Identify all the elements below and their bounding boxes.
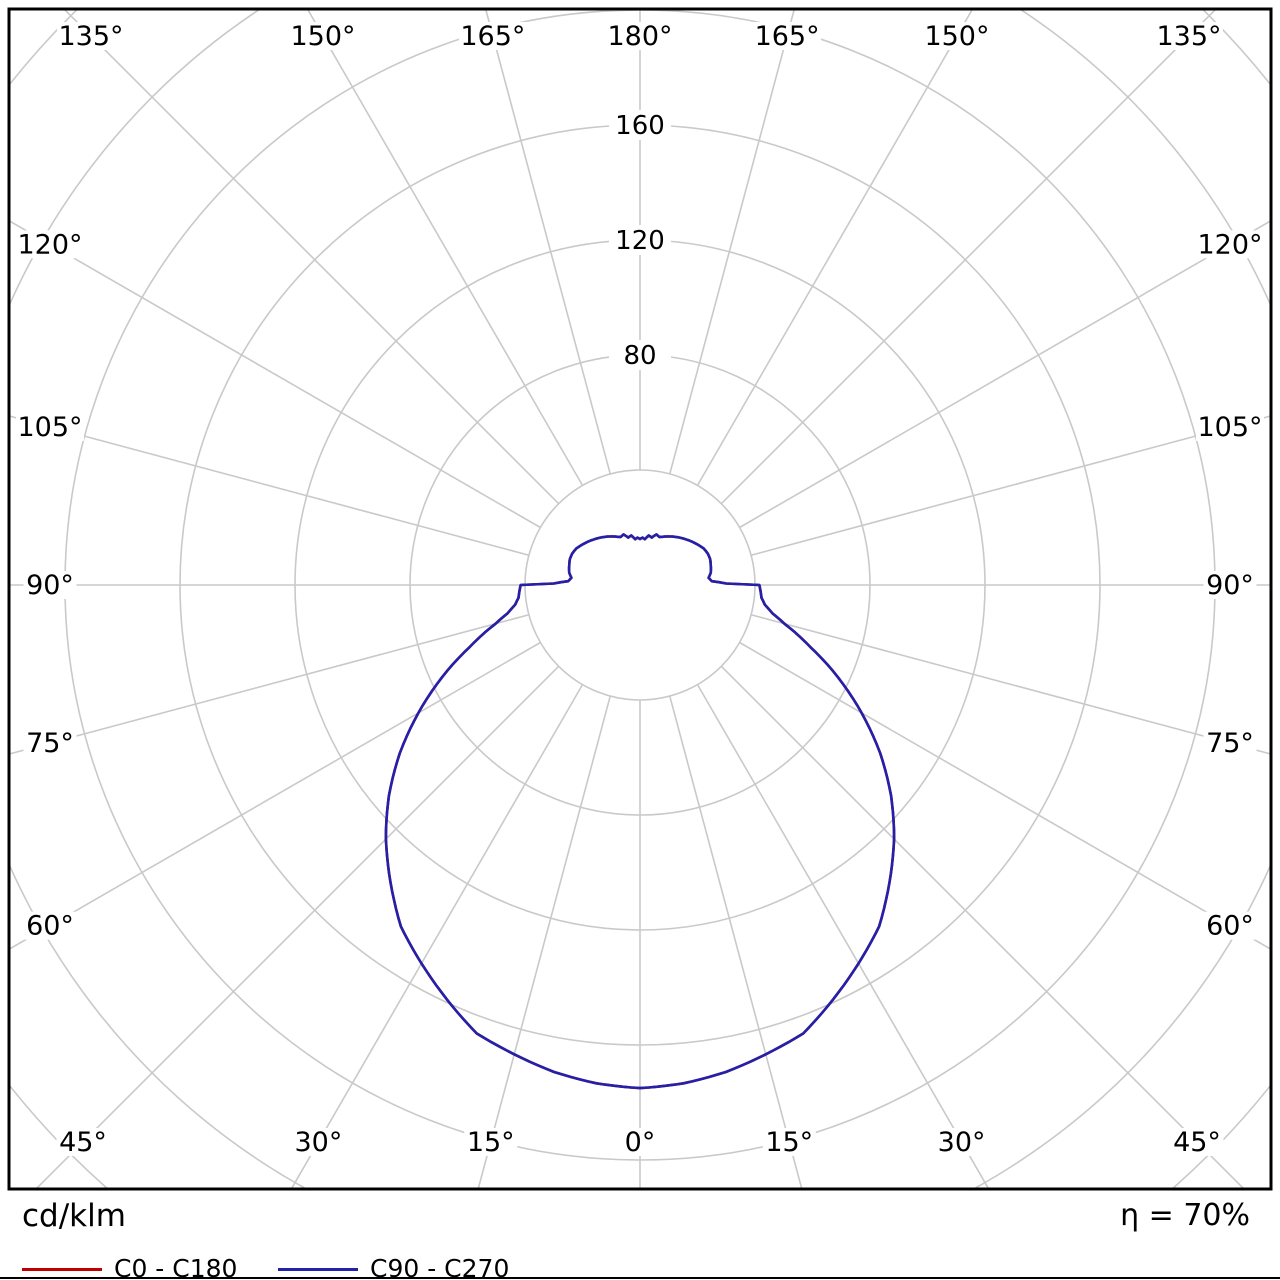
radial-tick-bg xyxy=(609,340,671,370)
angle-label: 150° xyxy=(924,21,989,52)
grid-radial-line xyxy=(739,220,1270,529)
angle-label-bg xyxy=(1196,230,1264,259)
curve-C90-C270 xyxy=(384,533,896,1090)
polar-chart: 80 120 160 0° 15° 15° 30° 30° 45° 45° 60° 60° 75° 75°… xyxy=(7,7,1273,1191)
labels: 80 120 160 0° 15° 15° 30° 30° 45° 45° 60° 60° 75° 75°… xyxy=(16,21,1264,1158)
angle-label: 180° xyxy=(607,21,672,52)
grid-radial-line xyxy=(291,684,584,1188)
polar-grid xyxy=(10,10,1270,1188)
legend-label-c0-c180: C0 - C180 xyxy=(114,1254,238,1280)
grid-radial-line xyxy=(696,684,989,1188)
units-label: cd/klm xyxy=(22,1198,126,1234)
legend-line-c90-c270-icon xyxy=(278,1267,358,1271)
angle-label-bg xyxy=(1196,412,1264,441)
angle-label: 120° xyxy=(17,229,82,260)
legend-item-c0-c180: C0 - C180 xyxy=(22,1254,237,1280)
angle-label-bg xyxy=(291,1128,345,1156)
angle-label: 105° xyxy=(17,412,82,443)
angle-label-bg xyxy=(606,22,674,50)
grid-radial-line xyxy=(477,695,612,1188)
grid-radial-line xyxy=(10,613,530,755)
angle-label-bg xyxy=(23,911,77,940)
grid-radial-line xyxy=(64,10,560,505)
grid-radial-line xyxy=(668,10,795,475)
angle-label: 75° xyxy=(26,728,74,759)
angle-label-bg xyxy=(56,1128,110,1156)
angle-label: 15° xyxy=(765,1127,813,1158)
angle-label: 0° xyxy=(625,1127,656,1158)
angle-label-bg xyxy=(621,1128,659,1156)
radial-tick-label: 80 xyxy=(623,341,656,371)
grid-radial-line xyxy=(10,641,541,950)
angle-label: 45° xyxy=(59,1127,107,1158)
grid-radial-line xyxy=(696,10,973,486)
radial-tick-label: 120 xyxy=(615,226,665,256)
angle-label-bg xyxy=(23,571,77,599)
angle-label: 30° xyxy=(294,1127,342,1158)
radial-tick-bg xyxy=(609,225,671,255)
angle-label-bg xyxy=(762,1128,816,1156)
angle-label-bg xyxy=(922,22,991,50)
grid-radial-line xyxy=(720,10,1216,505)
angle-label-bg xyxy=(1203,911,1257,940)
legend-item-c90-c270: C90 - C270 xyxy=(278,1254,509,1280)
angle-label: 120° xyxy=(1197,229,1262,260)
grid-radial-line xyxy=(720,665,1244,1188)
grid-radial-line xyxy=(750,613,1270,755)
angle-label: 105° xyxy=(1197,412,1262,443)
angle-label: 165° xyxy=(460,21,525,52)
angle-label: 15° xyxy=(467,1127,515,1158)
angle-label: 45° xyxy=(1173,1127,1221,1158)
angle-label-bg xyxy=(1203,729,1257,758)
legend-label-c90-c270: C90 - C270 xyxy=(370,1254,510,1280)
chart-frame xyxy=(7,7,1273,1191)
grid-ring xyxy=(524,469,756,701)
angle-label: 90° xyxy=(1206,570,1254,601)
radial-tick-bg xyxy=(609,110,671,140)
grid-radial-line xyxy=(307,10,584,486)
grid-radial-line xyxy=(739,641,1270,950)
angle-label-bg xyxy=(464,1128,518,1156)
angle-label: 30° xyxy=(938,1127,986,1158)
grid-radial-line xyxy=(485,10,612,475)
angle-label-bg xyxy=(23,729,77,758)
angle-label: 90° xyxy=(26,570,74,601)
grid-radial-line xyxy=(10,220,541,529)
angle-label: 75° xyxy=(1206,728,1254,759)
angle-label-bg xyxy=(16,230,84,259)
angle-label: 60° xyxy=(26,911,74,942)
radial-tick-label: 160 xyxy=(615,111,665,141)
curves xyxy=(384,533,896,1090)
legend-line-c0-c180-icon xyxy=(22,1267,102,1271)
angle-label-bg xyxy=(1203,571,1257,599)
angle-label: 135° xyxy=(58,21,123,52)
angle-label-bg xyxy=(16,412,84,441)
angle-label-bg xyxy=(57,22,125,50)
angle-label-bg xyxy=(935,1128,989,1156)
efficiency-label: η = 70% xyxy=(1120,1198,1250,1233)
angle-label: 60° xyxy=(1206,911,1254,942)
angle-label: 135° xyxy=(1156,21,1221,52)
angle-label: 165° xyxy=(755,21,820,52)
angle-label-bg xyxy=(289,22,358,50)
angle-label-bg xyxy=(753,22,822,50)
bottom-rule xyxy=(0,1277,1280,1279)
angle-label: 150° xyxy=(291,21,356,52)
angle-label-bg xyxy=(1155,22,1223,50)
grid-radial-line xyxy=(36,665,560,1188)
angle-label-bg xyxy=(1170,1128,1224,1156)
grid-radial-line xyxy=(668,695,803,1188)
angle-label-bg xyxy=(458,22,527,50)
